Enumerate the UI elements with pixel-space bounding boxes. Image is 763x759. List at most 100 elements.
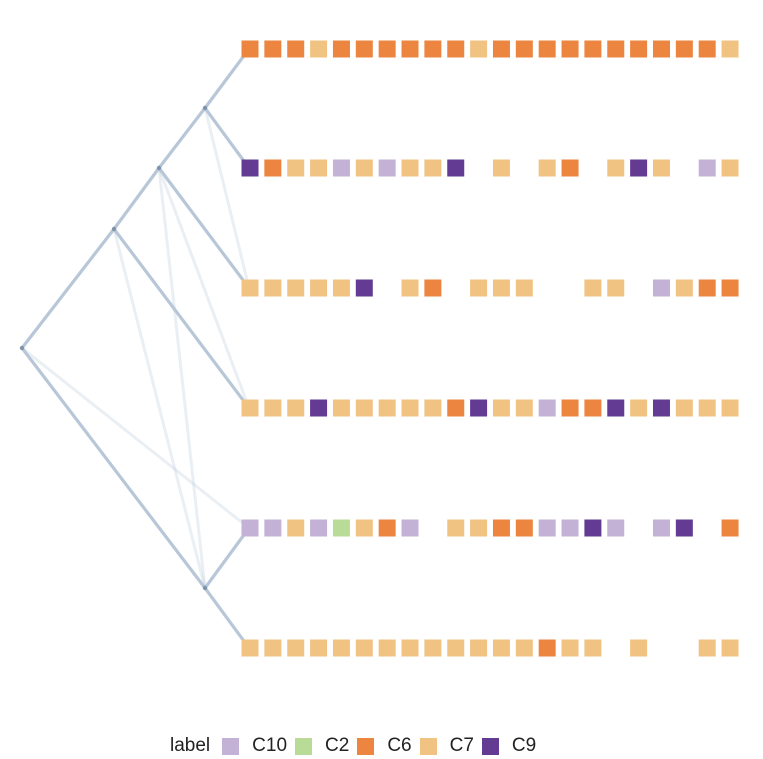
tile-row1-col0-C9 xyxy=(241,159,259,177)
tree-node-n4 xyxy=(202,585,208,591)
tile-row4-col15-C9 xyxy=(584,519,602,537)
tile-row5-col17-C7 xyxy=(630,639,648,657)
legend-label-c7: C7 xyxy=(449,735,474,756)
tile-row5-col15-C7 xyxy=(584,639,602,657)
tile-row2-col0-C7 xyxy=(241,279,259,297)
tile-row3-col18-C9 xyxy=(652,399,670,417)
tile-row0-col4-C6 xyxy=(332,40,350,58)
tile-row2-col18-C10 xyxy=(652,279,670,297)
tile-row0-col19-C6 xyxy=(675,40,693,58)
tile-row1-col1-C6 xyxy=(264,159,282,177)
tile-row2-col2-C7 xyxy=(287,279,305,297)
tile-row4-col6-C6 xyxy=(378,519,396,537)
tile-row1-col5-C7 xyxy=(355,159,373,177)
tree-edges xyxy=(20,47,251,650)
tile-row5-col1-C7 xyxy=(264,639,282,657)
tile-row0-col6-C6 xyxy=(378,40,396,58)
tile-row3-col7-C7 xyxy=(401,399,419,417)
tile-row0-col13-C6 xyxy=(538,40,556,58)
tile-row0-col12-C6 xyxy=(515,40,533,58)
tree-edge-n1-t3 xyxy=(112,227,251,410)
legend-item-c2: C2 xyxy=(295,735,349,757)
tile-row3-col3-C9 xyxy=(310,399,328,417)
tile-row4-col21-C6 xyxy=(721,519,739,537)
legend-swatch-c7 xyxy=(419,737,437,755)
tile-row2-col15-C7 xyxy=(584,279,602,297)
tile-row3-col12-C7 xyxy=(515,399,533,417)
faint-edge-n2-n4 xyxy=(157,166,207,590)
tile-row5-col6-C7 xyxy=(378,639,396,657)
tree-edge-n4-t4 xyxy=(203,526,251,590)
legend-item-c9: C9 xyxy=(481,735,536,757)
tile-row3-col13-C10 xyxy=(538,399,556,417)
tree-edge-n1-n2 xyxy=(112,166,161,231)
tile-row4-col14-C10 xyxy=(561,519,579,537)
legend-item-c10: C10 xyxy=(222,735,287,757)
tile-row3-col14-C6 xyxy=(561,399,579,417)
tile-row1-col18-C7 xyxy=(652,159,670,177)
tile-row0-col9-C6 xyxy=(447,40,465,58)
tile-row4-col2-C7 xyxy=(287,519,305,537)
tree-edge-root-n4 xyxy=(20,346,207,590)
tile-row4-col4-C2 xyxy=(332,519,350,537)
tile-row0-col8-C6 xyxy=(424,40,442,58)
tile-row2-col10-C7 xyxy=(470,279,488,297)
tree-edge-n4-t5 xyxy=(203,586,251,650)
tile-row0-col7-C6 xyxy=(401,40,419,58)
tile-row4-col3-C10 xyxy=(310,519,328,537)
tile-row0-col1-C6 xyxy=(264,40,282,58)
tile-row3-col19-C7 xyxy=(675,399,693,417)
tile-row1-col11-C7 xyxy=(492,159,510,177)
tree-node-n2 xyxy=(156,165,162,171)
tree-edge-root-n1 xyxy=(20,227,116,350)
tile-row0-col17-C6 xyxy=(630,40,648,58)
tile-row1-col7-C7 xyxy=(401,159,419,177)
tile-row2-col11-C7 xyxy=(492,279,510,297)
tile-row3-col21-C7 xyxy=(721,399,739,417)
tile-row1-col9-C9 xyxy=(447,159,465,177)
tile-row0-col20-C6 xyxy=(698,40,716,58)
tile-row0-col16-C6 xyxy=(607,40,625,58)
tile-row2-col16-C7 xyxy=(607,279,625,297)
tree-edge-n3-t0 xyxy=(203,47,251,110)
faint-edges xyxy=(20,106,251,590)
tile-row1-col4-C10 xyxy=(332,159,350,177)
tile-row0-col15-C6 xyxy=(584,40,602,58)
tile-row5-col20-C7 xyxy=(698,639,716,657)
tile-row3-col4-C7 xyxy=(332,399,350,417)
tile-row1-col20-C10 xyxy=(698,159,716,177)
faint-edge-n3-t2 xyxy=(203,106,251,290)
tile-row0-col2-C6 xyxy=(287,40,305,58)
tile-row5-col8-C7 xyxy=(424,639,442,657)
tile-row0-col21-C7 xyxy=(721,40,739,58)
legend-label-c2: C2 xyxy=(325,735,350,756)
tree-edge-n2-t2 xyxy=(157,166,251,290)
tile-row4-col0-C10 xyxy=(241,519,259,537)
legend: label C10 C2 C6 C7 C9 xyxy=(170,734,544,758)
tile-row2-col7-C7 xyxy=(401,279,419,297)
tile-row3-col2-C7 xyxy=(287,399,305,417)
tile-row2-col8-C6 xyxy=(424,279,442,297)
tile-row4-col11-C6 xyxy=(492,519,510,537)
tile-row3-col5-C7 xyxy=(355,399,373,417)
tile-row4-col9-C7 xyxy=(447,519,465,537)
tile-row4-col19-C9 xyxy=(675,519,693,537)
tile-row1-col14-C6 xyxy=(561,159,579,177)
tile-row4-col13-C10 xyxy=(538,519,556,537)
tile-row3-col15-C6 xyxy=(584,399,602,417)
tile-row1-col3-C7 xyxy=(310,159,328,177)
tile-row3-col11-C7 xyxy=(492,399,510,417)
tile-row3-col6-C7 xyxy=(378,399,396,417)
legend-title: label xyxy=(170,735,211,756)
tile-row3-col0-C7 xyxy=(241,399,259,417)
tile-row3-col1-C7 xyxy=(264,399,282,417)
faint-edge-n1-n4 xyxy=(112,227,207,590)
tree-edge-n3-t1 xyxy=(203,106,251,170)
tile-row1-col16-C7 xyxy=(607,159,625,177)
tile-row1-col17-C9 xyxy=(630,159,648,177)
legend-items: C10 C2 C6 C7 C9 xyxy=(222,735,544,757)
tile-row5-col13-C6 xyxy=(538,639,556,657)
tile-row0-col5-C6 xyxy=(355,40,373,58)
faint-edge-n2-t3 xyxy=(157,166,251,410)
